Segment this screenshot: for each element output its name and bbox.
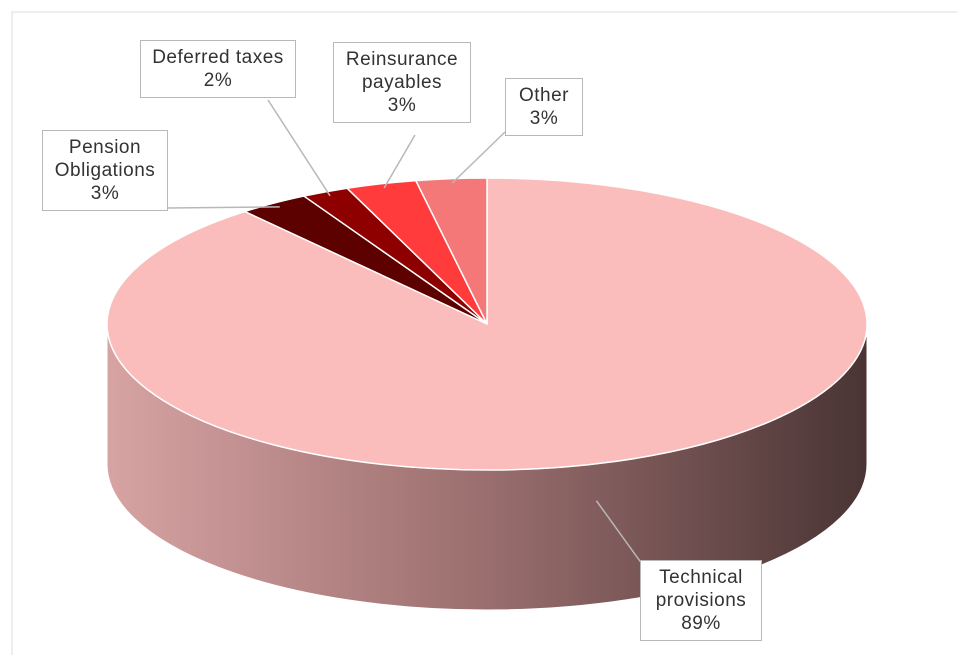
data-label: Pension Obligations 3% (42, 130, 168, 211)
category-label: Reinsurance payables (345, 49, 459, 93)
category-label: Other (518, 85, 570, 106)
category-label: Pension Obligations (54, 137, 156, 181)
value-label: 3% (529, 108, 559, 129)
leader-line (451, 131, 506, 184)
leader-line (167, 206, 280, 209)
value-label: 3% (90, 183, 120, 204)
data-label: Reinsurance payables 3% (333, 42, 471, 123)
data-label: Deferred taxes 2% (140, 40, 296, 98)
pie-slice (414, 177, 488, 325)
value-label: 89% (681, 613, 721, 634)
leader-line (383, 134, 416, 189)
leader-line (267, 99, 331, 197)
data-label: Technical provisions 89% (640, 560, 762, 641)
data-label: Other 3% (505, 78, 583, 136)
category-label: Deferred taxes (152, 47, 284, 68)
category-label: Technical provisions (655, 567, 747, 611)
value-label: 3% (387, 95, 417, 116)
value-label: 2% (203, 70, 233, 91)
